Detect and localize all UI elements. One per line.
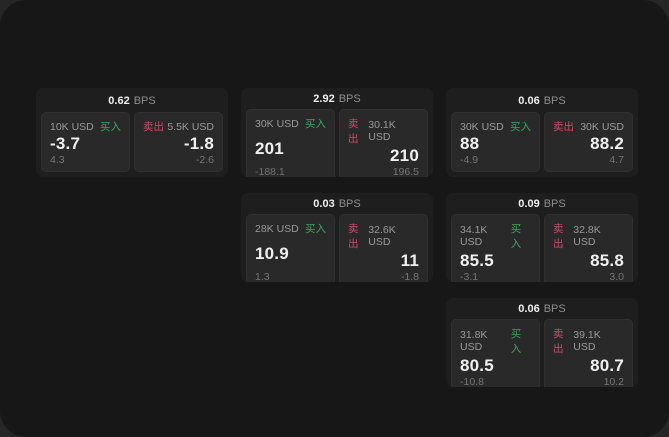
sell-panel[interactable]: 卖出 30.1K USD 210 196.5 bbox=[339, 109, 428, 177]
bps-header: 0.06 BPS bbox=[446, 298, 638, 317]
buy-delta: -10.8 bbox=[460, 376, 484, 387]
sell-label: 卖出 bbox=[143, 121, 164, 133]
quote-panels: 31.8K USD 买入 80.5 -10.8 卖出 39.1K USD 80.… bbox=[446, 317, 638, 387]
buy-price: 10.9 bbox=[255, 243, 289, 263]
buy-notional: 30K USD bbox=[255, 117, 299, 130]
bps-header: 2.92 BPS bbox=[241, 88, 433, 107]
sell-delta: -2.6 bbox=[195, 154, 214, 166]
sell-delta: 3.0 bbox=[609, 271, 624, 282]
bps-header: 0.06 BPS bbox=[446, 88, 638, 110]
buy-notional: 10K USD bbox=[50, 120, 94, 133]
sell-label: 卖出 bbox=[553, 121, 574, 133]
sell-notional: 32.8K USD bbox=[573, 224, 601, 248]
buy-label: 买入 bbox=[100, 121, 121, 133]
buy-label: 买入 bbox=[510, 121, 531, 133]
buy-delta: -188.1 bbox=[255, 166, 285, 177]
sell-label: 卖出 bbox=[553, 328, 564, 355]
bps-unit: BPS bbox=[543, 303, 566, 315]
quote-card: 0.06 BPS 30K USD 买入 88 -4.9 卖出 30K USD bbox=[446, 88, 638, 177]
bps-unit: BPS bbox=[543, 94, 566, 107]
buy-price: 80.5 bbox=[460, 356, 494, 375]
bps-unit: BPS bbox=[338, 93, 361, 105]
buy-price: 88 bbox=[460, 134, 480, 153]
quote-panels: 30K USD 买入 201 -188.1 卖出 30.1K USD 210 1… bbox=[241, 107, 433, 177]
buy-delta: 1.3 bbox=[255, 271, 270, 282]
buy-notional: 28K USD bbox=[255, 222, 299, 235]
cards-grid: 0.62 BPS 10K USD 买入 -3.7 4.3 卖出 5.5K USD bbox=[36, 88, 638, 387]
sell-notional: 32.6K USD bbox=[368, 224, 396, 248]
bps-value: 2.92 bbox=[313, 93, 335, 105]
buy-panel[interactable]: 34.1K USD 买入 85.5 -3.1 bbox=[451, 214, 540, 282]
quote-card: 0.06 BPS 31.8K USD 买入 80.5 -10.8 卖出 39.1… bbox=[446, 298, 638, 387]
sell-panel[interactable]: 卖出 30K USD 88.2 4.7 bbox=[544, 112, 633, 172]
sell-price: 11 bbox=[400, 251, 419, 270]
bps-unit: BPS bbox=[543, 198, 566, 210]
bps-unit: BPS bbox=[338, 198, 361, 210]
buy-panel[interactable]: 30K USD 买入 201 -188.1 bbox=[246, 109, 335, 177]
sell-notional: 39.1K USD bbox=[573, 329, 601, 353]
sell-delta: -1.8 bbox=[400, 271, 419, 282]
sell-label: 卖出 bbox=[348, 223, 359, 250]
sell-notional: 5.5K USD bbox=[167, 120, 214, 133]
quote-card: 0.03 BPS 28K USD 买入 10.9 1.3 卖出 32.6K US… bbox=[241, 193, 433, 282]
bps-value: 0.06 bbox=[518, 303, 540, 315]
bps-header: 0.03 BPS bbox=[241, 193, 433, 212]
quote-panels: 30K USD 买入 88 -4.9 卖出 30K USD 88.2 4.7 bbox=[446, 110, 638, 177]
buy-price: -3.7 bbox=[50, 134, 81, 153]
quote-panels: 10K USD 买入 -3.7 4.3 卖出 5.5K USD -1.8 -2.… bbox=[36, 110, 228, 177]
buy-panel[interactable]: 30K USD 买入 88 -4.9 bbox=[451, 112, 540, 172]
bps-header: 0.09 BPS bbox=[446, 193, 638, 212]
buy-notional: 34.1K USD bbox=[460, 224, 488, 248]
sell-delta: 196.5 bbox=[392, 166, 419, 177]
sell-price: -1.8 bbox=[183, 134, 214, 153]
quote-card: 0.09 BPS 34.1K USD 买入 85.5 -3.1 卖出 32.8K… bbox=[446, 193, 638, 282]
bps-value: 0.06 bbox=[518, 94, 540, 107]
bps-unit: BPS bbox=[133, 94, 156, 107]
sell-panel[interactable]: 卖出 39.1K USD 80.7 10.2 bbox=[544, 319, 633, 387]
bps-value: 0.09 bbox=[518, 198, 540, 210]
quote-panels: 34.1K USD 买入 85.5 -3.1 卖出 32.8K USD 85.8… bbox=[446, 212, 638, 282]
buy-label: 买入 bbox=[305, 118, 326, 130]
buy-panel[interactable]: 31.8K USD 买入 80.5 -10.8 bbox=[451, 319, 540, 387]
quote-card: 2.92 BPS 30K USD 买入 201 -188.1 卖出 30.1K … bbox=[241, 88, 433, 177]
sell-label: 卖出 bbox=[348, 118, 359, 145]
buy-price: 85.5 bbox=[460, 251, 494, 270]
buy-delta: -3.1 bbox=[460, 271, 479, 282]
buy-delta: -4.9 bbox=[460, 154, 479, 166]
sell-delta: 4.7 bbox=[609, 154, 624, 166]
quote-card: 0.62 BPS 10K USD 买入 -3.7 4.3 卖出 5.5K USD bbox=[36, 88, 228, 177]
sell-notional: 30.1K USD bbox=[368, 119, 396, 143]
quote-panels: 28K USD 买入 10.9 1.3 卖出 32.6K USD 11 -1.8 bbox=[241, 212, 433, 282]
sell-price: 88.2 bbox=[590, 134, 624, 153]
bps-value: 0.62 bbox=[108, 94, 130, 107]
sell-panel[interactable]: 卖出 32.6K USD 11 -1.8 bbox=[339, 214, 428, 282]
buy-notional: 31.8K USD bbox=[460, 329, 488, 353]
buy-panel[interactable]: 10K USD 买入 -3.7 4.3 bbox=[41, 112, 130, 172]
sell-panel[interactable]: 卖出 32.8K USD 85.8 3.0 bbox=[544, 214, 633, 282]
buy-panel[interactable]: 28K USD 买入 10.9 1.3 bbox=[246, 214, 335, 282]
bps-value: 0.03 bbox=[313, 198, 335, 210]
sell-label: 卖出 bbox=[553, 223, 564, 250]
sell-panel[interactable]: 卖出 5.5K USD -1.8 -2.6 bbox=[134, 112, 223, 172]
sell-notional: 30K USD bbox=[580, 120, 624, 133]
sell-price: 85.8 bbox=[590, 251, 624, 270]
buy-price: 201 bbox=[255, 138, 284, 158]
buy-label: 买入 bbox=[510, 328, 522, 355]
buy-label: 买入 bbox=[510, 223, 522, 250]
sell-price: 210 bbox=[390, 146, 419, 165]
buy-notional: 30K USD bbox=[460, 120, 504, 133]
buy-delta: 4.3 bbox=[50, 154, 65, 166]
bps-header: 0.62 BPS bbox=[36, 88, 228, 110]
sell-price: 80.7 bbox=[590, 356, 624, 375]
buy-label: 买入 bbox=[305, 223, 326, 235]
sell-delta: 10.2 bbox=[603, 376, 624, 387]
